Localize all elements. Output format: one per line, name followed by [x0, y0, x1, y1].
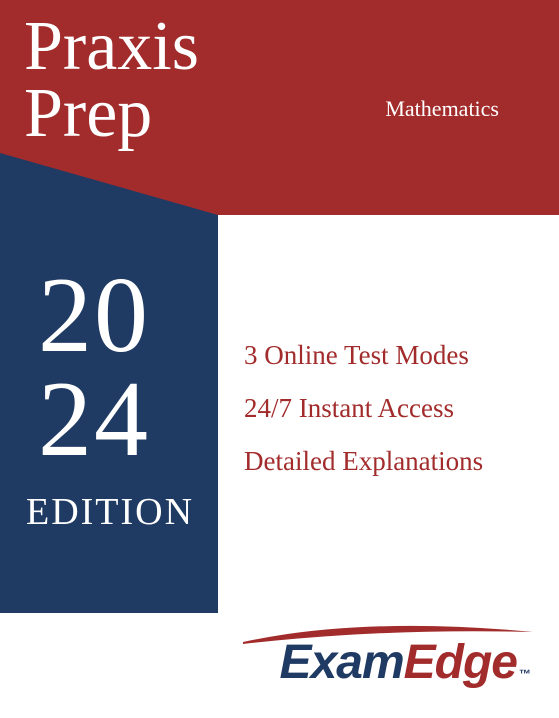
- brand-trademark: ™: [519, 667, 531, 681]
- feature-item: 3 Online Test Modes: [244, 340, 483, 371]
- brand-part-exam: Exam: [280, 635, 404, 690]
- title-line-2: Prep: [24, 81, 199, 148]
- features-list: 3 Online Test Modes 24/7 Instant Access …: [244, 340, 483, 499]
- edition-year: 20 24: [38, 264, 150, 471]
- subject-label: Mathematics: [385, 96, 499, 122]
- feature-item: 24/7 Instant Access: [244, 393, 483, 424]
- edition-label: EDITION: [26, 490, 194, 534]
- book-cover: Praxis Prep Mathematics 20 24 EDITION 3 …: [0, 0, 559, 718]
- title-line-1: Praxis: [24, 14, 199, 81]
- year-line-2: 24: [38, 368, 150, 472]
- main-title: Praxis Prep: [24, 14, 199, 147]
- year-line-1: 20: [38, 264, 150, 368]
- brand-logo: ExamEdge™: [280, 635, 531, 690]
- feature-item: Detailed Explanations: [244, 446, 483, 477]
- brand-part-edge: Edge: [404, 635, 517, 690]
